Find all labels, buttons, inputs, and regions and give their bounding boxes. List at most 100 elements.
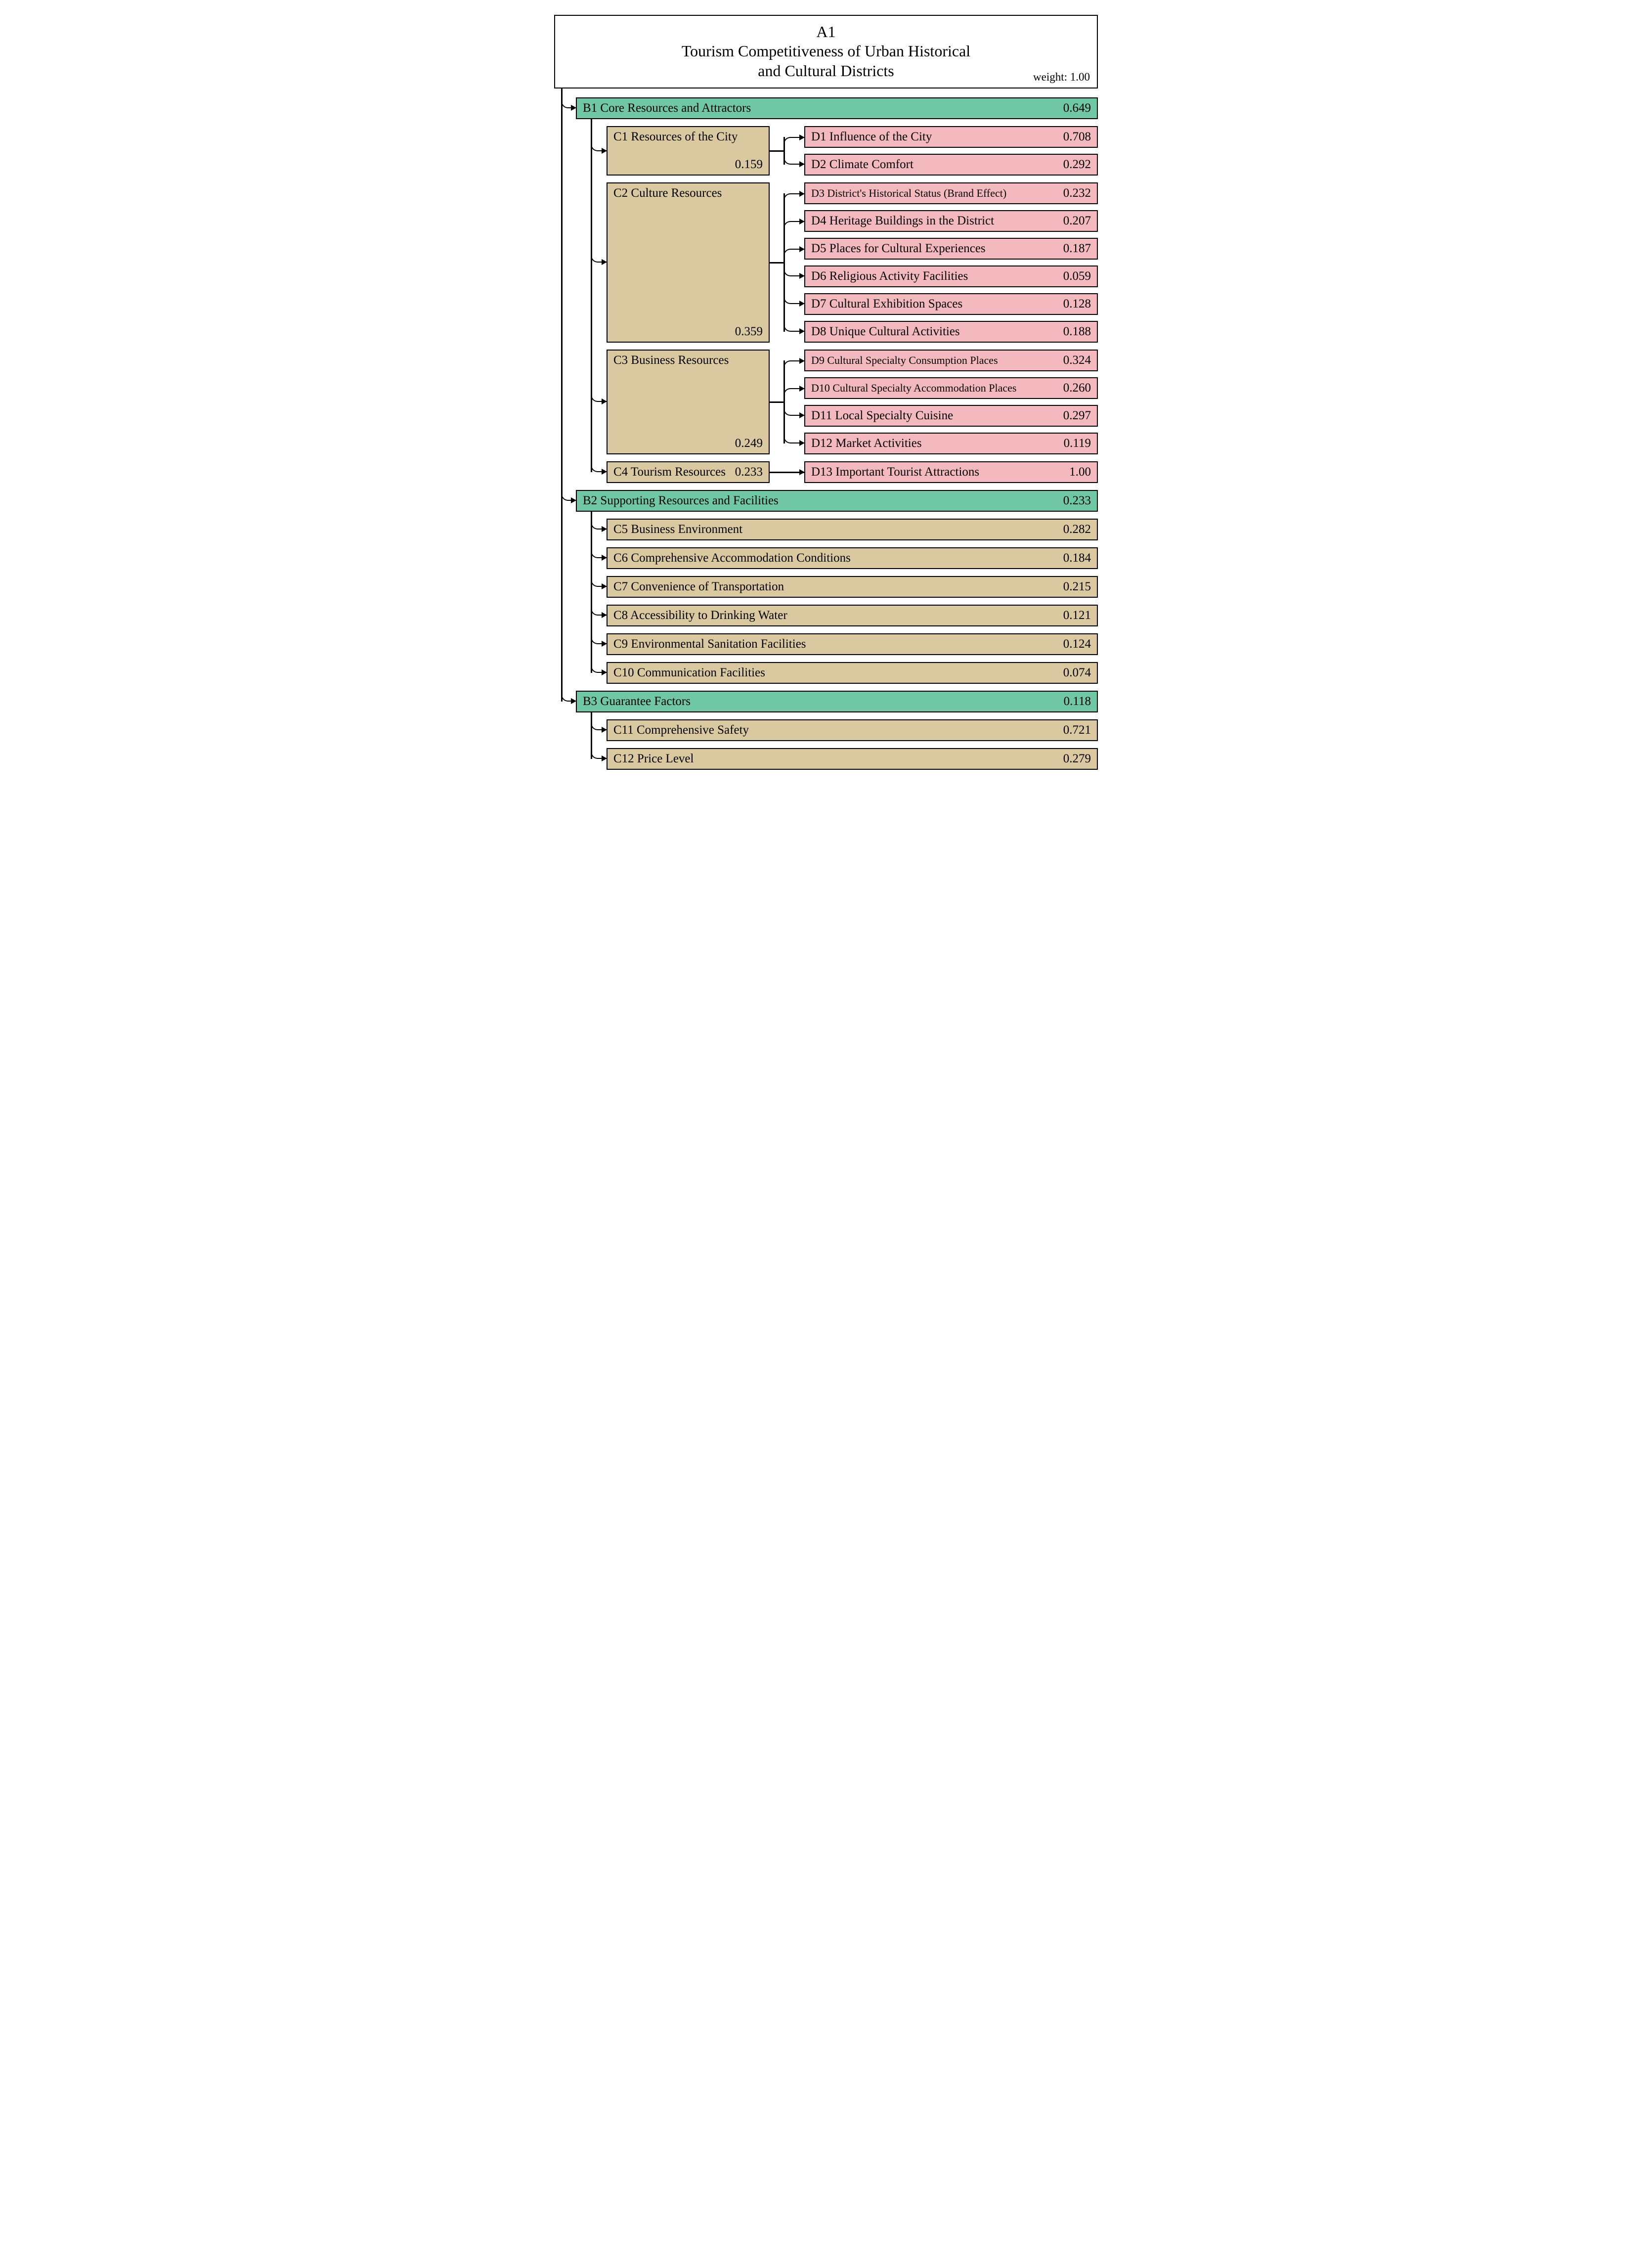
connector <box>591 343 607 402</box>
node-d3-weight: 0.232 <box>1063 186 1091 200</box>
root-title-line2: and Cultural Districts <box>567 61 1085 81</box>
node-b2: B2 Supporting Resources and Facilities 0… <box>576 490 1098 512</box>
node-c3-label: C3 Business Resources <box>613 353 763 367</box>
connector <box>561 88 576 108</box>
node-d8-label: D8 Unique Cultural Activities <box>811 325 1063 339</box>
node-d6: D6 Religious Activity Facilities 0.059 <box>804 265 1098 287</box>
node-c3: C3 Business Resources 0.249 <box>607 350 770 454</box>
node-c9: C9 Environmental Sanitation Facilities 0… <box>607 633 1098 655</box>
node-c12-weight: 0.279 <box>1063 752 1091 766</box>
node-c10-weight: 0.074 <box>1063 666 1091 680</box>
node-c8: C8 Accessibility to Drinking Water 0.121 <box>607 605 1098 626</box>
node-d9-weight: 0.324 <box>1063 353 1091 367</box>
spine <box>591 119 592 472</box>
node-d11-weight: 0.297 <box>1063 409 1091 423</box>
node-d10-weight: 0.260 <box>1063 381 1091 395</box>
node-d2-weight: 0.292 <box>1063 158 1091 172</box>
node-d13-weight: 1.00 <box>1069 465 1091 479</box>
node-d8: D8 Unique Cultural Activities 0.188 <box>804 321 1098 343</box>
node-b1-label: B1 Core Resources and Attractors <box>583 101 751 115</box>
node-d5-weight: 0.187 <box>1063 242 1091 256</box>
node-d1-label: D1 Influence of the City <box>811 130 1063 144</box>
node-d8-weight: 0.188 <box>1063 325 1091 339</box>
node-c11-label: C11 Comprehensive Safety <box>613 723 749 737</box>
node-d5: D5 Places for Cultural Experiences 0.187 <box>804 238 1098 260</box>
node-c2-label: C2 Culture Resources <box>613 186 763 200</box>
node-c5-weight: 0.282 <box>1063 523 1091 536</box>
connector-group <box>770 126 804 176</box>
node-d12: D12 Market Activities 0.119 <box>804 433 1098 454</box>
node-d12-label: D12 Market Activities <box>811 437 1064 450</box>
connector <box>591 454 607 472</box>
node-b3-label: B3 Guarantee Factors <box>583 695 691 708</box>
node-c11: C11 Comprehensive Safety 0.721 <box>607 719 1098 741</box>
node-d5-label: D5 Places for Cultural Experiences <box>811 242 1063 256</box>
node-d9-label: D9 Cultural Specialty Consumption Places <box>811 354 1063 367</box>
node-c4-label: C4 Tourism Resources <box>613 465 726 479</box>
tree-spine <box>561 88 563 702</box>
node-d12-weight: 0.119 <box>1064 437 1091 450</box>
node-b3: B3 Guarantee Factors 0.118 <box>576 691 1098 712</box>
node-d4-label: D4 Heritage Buildings in the District <box>811 214 1063 228</box>
node-c3-weight: 0.249 <box>735 437 763 450</box>
node-c6-weight: 0.184 <box>1063 551 1091 565</box>
node-b1: B1 Core Resources and Attractors 0.649 <box>576 97 1098 119</box>
root-weight: weight: 1.00 <box>1033 71 1090 84</box>
connector <box>591 598 607 616</box>
node-c7: C7 Convenience of Transportation 0.215 <box>607 576 1098 598</box>
root-title-line1: Tourism Competitiveness of Urban Histori… <box>567 41 1085 61</box>
connector <box>591 569 607 587</box>
root-code: A1 <box>567 23 1085 41</box>
spine <box>591 512 592 673</box>
node-c7-weight: 0.215 <box>1063 580 1091 594</box>
node-c7-label: C7 Convenience of Transportation <box>613 580 784 594</box>
node-c10: C10 Communication Facilities 0.074 <box>607 662 1098 684</box>
node-b2-label: B2 Supporting Resources and Facilities <box>583 494 779 508</box>
node-c1: C1 Resources of the City 0.159 <box>607 126 770 176</box>
node-b3-weight: 0.118 <box>1064 695 1091 708</box>
node-c4: C4 Tourism Resources 0.233 <box>607 461 770 483</box>
node-d4: D4 Heritage Buildings in the District 0.… <box>804 210 1098 232</box>
node-b2-weight: 0.233 <box>1063 494 1091 508</box>
node-d4-weight: 0.207 <box>1063 214 1091 228</box>
connector <box>561 684 576 702</box>
root-node-a1: A1 Tourism Competitiveness of Urban Hist… <box>554 15 1098 88</box>
node-c10-label: C10 Communication Facilities <box>613 666 765 680</box>
node-d7: D7 Cultural Exhibition Spaces 0.128 <box>804 293 1098 315</box>
node-d3: D3 District's Historical Status (Brand E… <box>804 182 1098 204</box>
node-c4-weight: 0.233 <box>735 465 763 479</box>
connector <box>561 483 576 501</box>
node-b1-weight: 0.649 <box>1063 101 1091 115</box>
node-d6-weight: 0.059 <box>1063 269 1091 283</box>
node-d7-weight: 0.128 <box>1063 297 1091 311</box>
node-d2: D2 Climate Comfort 0.292 <box>804 154 1098 176</box>
connector-group <box>770 182 804 343</box>
node-c6: C6 Comprehensive Accommodation Condition… <box>607 547 1098 569</box>
node-c12: C12 Price Level 0.279 <box>607 748 1098 770</box>
node-d2-label: D2 Climate Comfort <box>811 158 1063 172</box>
connector <box>591 741 607 759</box>
connector <box>591 655 607 673</box>
node-d13-label: D13 Important Tourist Attractions <box>811 465 1069 479</box>
node-c5-label: C5 Business Environment <box>613 523 742 536</box>
node-c12-label: C12 Price Level <box>613 752 694 766</box>
node-c2-weight: 0.359 <box>735 325 763 339</box>
node-d11-label: D11 Local Specialty Cuisine <box>811 409 1063 423</box>
connector <box>591 512 607 530</box>
node-d10: D10 Cultural Specialty Accommodation Pla… <box>804 377 1098 399</box>
connector <box>591 626 607 644</box>
node-d6-label: D6 Religious Activity Facilities <box>811 269 1063 283</box>
node-d1-weight: 0.708 <box>1063 130 1091 144</box>
node-c1-weight: 0.159 <box>735 158 763 172</box>
node-c9-label: C9 Environmental Sanitation Facilities <box>613 637 806 651</box>
node-c1-label: C1 Resources of the City <box>613 130 763 144</box>
node-c8-label: C8 Accessibility to Drinking Water <box>613 609 787 622</box>
connector-group <box>770 461 804 483</box>
node-c11-weight: 0.721 <box>1063 723 1091 737</box>
node-c6-label: C6 Comprehensive Accommodation Condition… <box>613 551 851 565</box>
node-d10-label: D10 Cultural Specialty Accommodation Pla… <box>811 382 1063 395</box>
node-d11: D11 Local Specialty Cuisine 0.297 <box>804 405 1098 427</box>
connector <box>591 119 607 151</box>
hierarchy-diagram: A1 Tourism Competitiveness of Urban Hist… <box>554 15 1098 770</box>
connector <box>591 540 607 558</box>
